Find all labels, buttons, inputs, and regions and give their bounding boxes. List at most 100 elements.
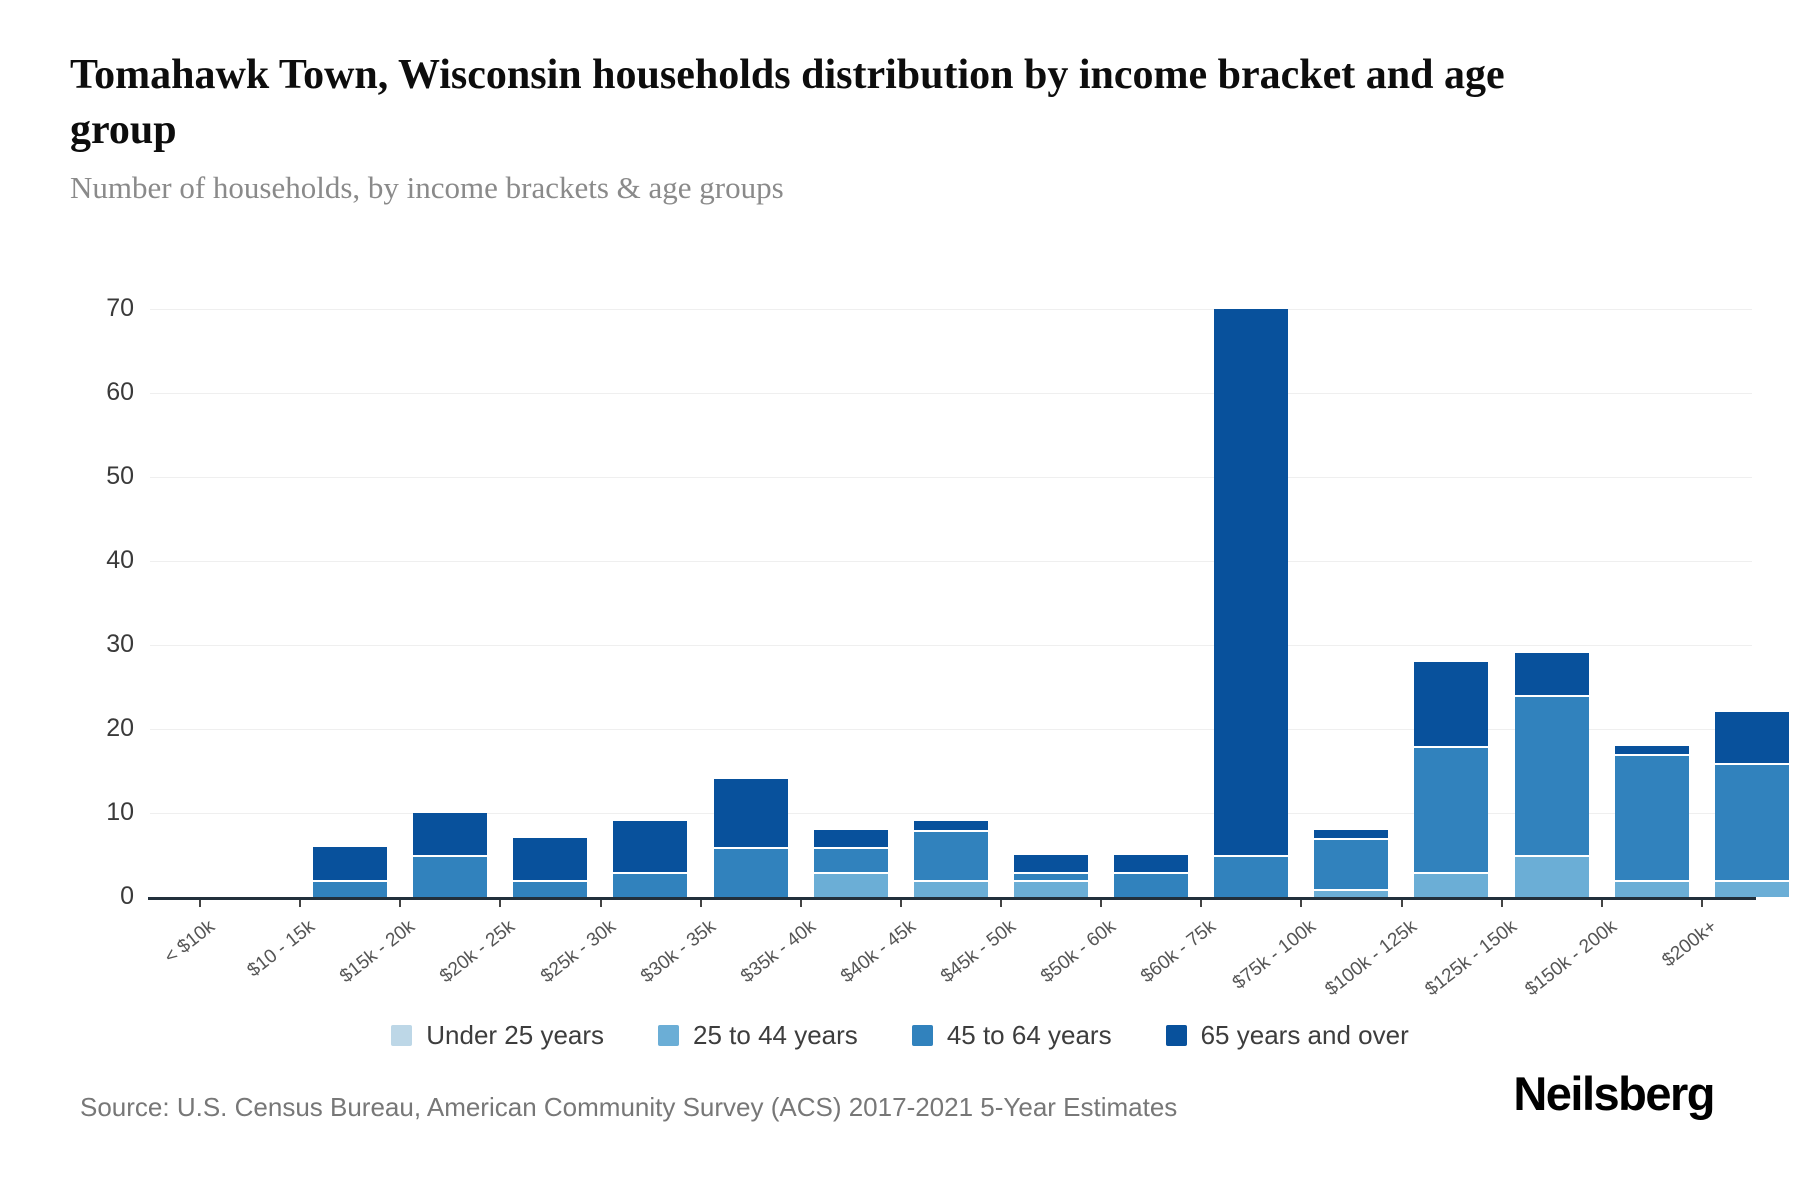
segment-$25k - 30k-45 to 64 years <box>713 846 788 897</box>
segment-$15k - 20k-45 to 64 years <box>513 880 588 897</box>
segment-$10 - 15k-45 to 64 years <box>413 855 488 897</box>
legend-swatch-icon <box>911 1025 933 1046</box>
segment-$60k - 75k-65 years and over <box>1314 829 1389 839</box>
bar-$150k - 200k <box>1714 712 1789 897</box>
bar-$50k - 60k <box>1214 309 1289 897</box>
segment-$30k - 35k-65 years and over <box>813 829 888 847</box>
x-tick-$25k - 30k <box>599 900 602 907</box>
legend-item-25 to 44 years: 25 to 44 years <box>658 1020 858 1051</box>
segment-$150k - 200k-65 years and over <box>1714 712 1789 763</box>
segment-$30k - 35k-45 to 64 years <box>813 846 888 872</box>
legend-label: 65 years and over <box>1200 1020 1409 1050</box>
y-tick-label-40: 40 <box>106 546 134 574</box>
segment-$40k - 45k-45 to 64 years <box>1013 871 1088 881</box>
y-tick-label-30: 30 <box>106 630 134 658</box>
segment-$15k - 20k-65 years and over <box>513 838 588 881</box>
x-tick-$40k - 45k <box>899 900 902 907</box>
segment-$45k - 50k-65 years and over <box>1114 855 1189 872</box>
segment-$75k - 100k-25 to 44 years <box>1414 871 1489 897</box>
plot-area <box>150 309 1789 897</box>
chart-subtitle: Number of households, by income brackets… <box>70 170 784 205</box>
segment-$150k - 200k-25 to 44 years <box>1714 880 1789 897</box>
legend-swatch-icon <box>658 1025 680 1046</box>
legend-item-45 to 64 years: 45 to 64 years <box>911 1020 1112 1051</box>
segment-$10 - 15k-65 years and over <box>413 813 488 855</box>
x-tick-$125k - 150k <box>1500 900 1503 907</box>
bar-$15k - 20k <box>513 838 588 897</box>
legend: Under 25 years 25 to 44 years 45 to 64 yea… <box>0 1020 1800 1051</box>
bar-$40k - 45k <box>1013 855 1088 897</box>
x-axis-line <box>148 897 1756 900</box>
gridline-y-50 <box>150 477 1752 478</box>
bar-$35k - 40k <box>913 821 988 897</box>
bar-$20k - 25k <box>613 821 688 897</box>
segment-$40k - 45k-25 to 44 years <box>1013 880 1088 897</box>
brand-logo: Neilsberg <box>1513 1067 1715 1120</box>
gridline-y-70 <box>150 309 1752 310</box>
bar-$25k - 30k <box>713 779 788 897</box>
segment-$125k - 150k-65 years and over <box>1614 745 1689 755</box>
legend-item-Under 25 years: Under 25 years <box>391 1020 604 1051</box>
x-tick-$150k - 200k <box>1600 900 1603 907</box>
bar-$10 - 15k <box>413 813 488 897</box>
segment-$125k - 150k-45 to 64 years <box>1614 754 1689 881</box>
y-tick-label-20: 20 <box>106 714 134 742</box>
y-tick-label-10: 10 <box>106 798 134 826</box>
segment-$75k - 100k-45 to 64 years <box>1414 745 1489 872</box>
segment-$20k - 25k-45 to 64 years <box>613 871 688 897</box>
gridline-y-30 <box>150 645 1752 646</box>
segment-$35k - 40k-25 to 44 years <box>913 880 988 897</box>
x-tick-$75k - 100k <box>1300 900 1303 907</box>
segment-$45k - 50k-45 to 64 years <box>1114 871 1189 897</box>
segment-$75k - 100k-65 years and over <box>1414 661 1489 746</box>
bar-$45k - 50k <box>1114 855 1189 897</box>
legend-item-65 years and over: 65 years and over <box>1165 1020 1409 1051</box>
segment-$100k - 125k-45 to 64 years <box>1514 695 1589 855</box>
bar-$30k - 35k <box>813 829 888 897</box>
bar-$75k - 100k <box>1414 661 1489 897</box>
y-tick-label-70: 70 <box>106 294 134 322</box>
x-tick-$45k - 50k <box>1000 900 1003 907</box>
segment-$100k - 125k-65 years and over <box>1514 653 1589 696</box>
gridline-y-10 <box>150 813 1752 814</box>
x-tick-$10 - 15k <box>299 900 302 907</box>
x-tick-$20k - 25k <box>499 900 502 907</box>
bar-$125k - 150k <box>1614 745 1689 897</box>
source-note: Source: U.S. Census Bureau, American Com… <box>80 1092 1178 1122</box>
segment-$20k - 25k-65 years and over <box>613 821 688 872</box>
segment-$50k - 60k-45 to 64 years <box>1214 855 1289 897</box>
x-tick-$15k - 20k <box>399 900 402 907</box>
segment-$150k - 200k-45 to 64 years <box>1714 762 1789 881</box>
segment-$30k - 35k-25 to 44 years <box>813 871 888 897</box>
bar-$60k - 75k <box>1314 829 1389 897</box>
segment-$50k - 60k-65 years and over <box>1214 309 1289 855</box>
y-tick-label-0: 0 <box>120 882 134 910</box>
segment-$35k - 40k-45 to 64 years <box>913 829 988 881</box>
x-tick-$200k+ <box>1700 900 1703 907</box>
legend-swatch-icon <box>1165 1025 1187 1046</box>
segment-$60k - 75k-25 to 44 years <box>1314 888 1389 897</box>
segment-$40k - 45k-65 years and over <box>1013 855 1088 872</box>
legend-label: Under 25 years <box>426 1020 605 1050</box>
x-tick-$100k - 125k <box>1400 900 1403 907</box>
bar-$100k - 125k <box>1514 653 1589 897</box>
segment-$125k - 150k-25 to 44 years <box>1614 880 1689 897</box>
x-tick-$50k - 60k <box>1100 900 1103 907</box>
segment-$60k - 75k-45 to 64 years <box>1314 838 1389 889</box>
legend-swatch-icon <box>391 1025 413 1046</box>
bar-< $10k <box>313 846 388 897</box>
y-tick-label-50: 50 <box>106 462 134 490</box>
segment-< $10k-45 to 64 years <box>313 880 388 897</box>
gridline-y-60 <box>150 393 1752 394</box>
chart-title: Tomahawk Town, Wisconsin households dist… <box>70 52 1505 153</box>
x-tick-$35k - 40k <box>799 900 802 907</box>
segment-$100k - 125k-25 to 44 years <box>1514 855 1589 897</box>
legend-label: 45 to 64 years <box>946 1020 1112 1050</box>
gridline-y-40 <box>150 561 1752 562</box>
segment-$25k - 30k-65 years and over <box>713 779 788 847</box>
segment-< $10k-65 years and over <box>313 846 388 881</box>
x-tick-< $10k <box>199 900 202 907</box>
x-tick-$60k - 75k <box>1200 900 1203 907</box>
y-tick-label-60: 60 <box>106 378 134 406</box>
